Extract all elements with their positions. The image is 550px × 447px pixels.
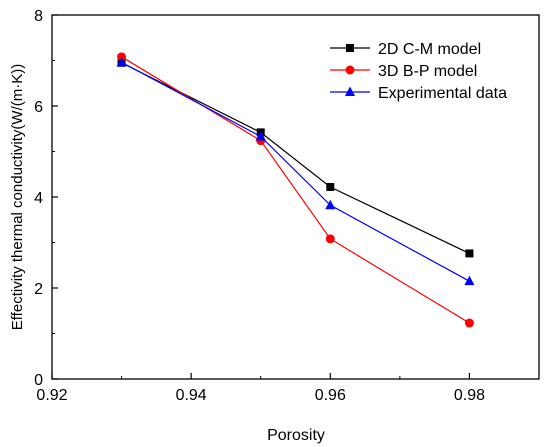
legend-label: Experimental data	[378, 85, 507, 102]
series-line	[121, 56, 470, 324]
legend-label: 3D B-P model	[378, 63, 477, 80]
data-point-triangle	[345, 86, 355, 96]
y-tick-label: 2	[34, 281, 43, 298]
data-point-square	[346, 44, 354, 52]
y-axis-label: Effectivity thermal conductivity(W/(m·K)…	[9, 64, 26, 330]
data-point-triangle	[464, 275, 475, 286]
legend-item: Experimental data	[330, 85, 507, 102]
data-point-triangle	[325, 199, 336, 210]
series-group	[116, 52, 475, 328]
data-point-circle	[345, 65, 355, 75]
y-tick-label: 8	[34, 8, 43, 25]
data-point-square	[326, 182, 335, 191]
series-line	[121, 62, 470, 254]
data-point-circle	[464, 318, 474, 328]
x-tick-label: 0.98	[454, 387, 485, 404]
x-tick-label: 0.96	[315, 387, 346, 404]
x-tick-label: 0.94	[176, 387, 207, 404]
series-3d-b-p-model	[117, 52, 474, 328]
series-experimental-data	[116, 56, 475, 286]
y-tick-label: 0	[34, 372, 43, 389]
legend: 2D C-M model 3D B-P model Experimental dat…	[330, 41, 507, 102]
axis-ticks: 0.92 0.94 0.96 0.98 0 2 4 6 8	[34, 8, 485, 404]
legend-item: 2D C-M model	[330, 41, 481, 58]
series-line	[121, 61, 470, 282]
legend-label: 2D C-M model	[378, 41, 481, 58]
y-tick-label: 6	[34, 99, 43, 116]
data-point-triangle	[255, 130, 266, 141]
y-tick-label: 4	[34, 190, 43, 207]
data-point-circle	[325, 234, 335, 244]
x-axis-label: Porosity	[267, 427, 325, 444]
data-point-triangle	[116, 56, 127, 67]
x-tick-label: 0.92	[36, 387, 67, 404]
data-point-square	[465, 249, 474, 258]
legend-item: 3D B-P model	[330, 63, 477, 80]
